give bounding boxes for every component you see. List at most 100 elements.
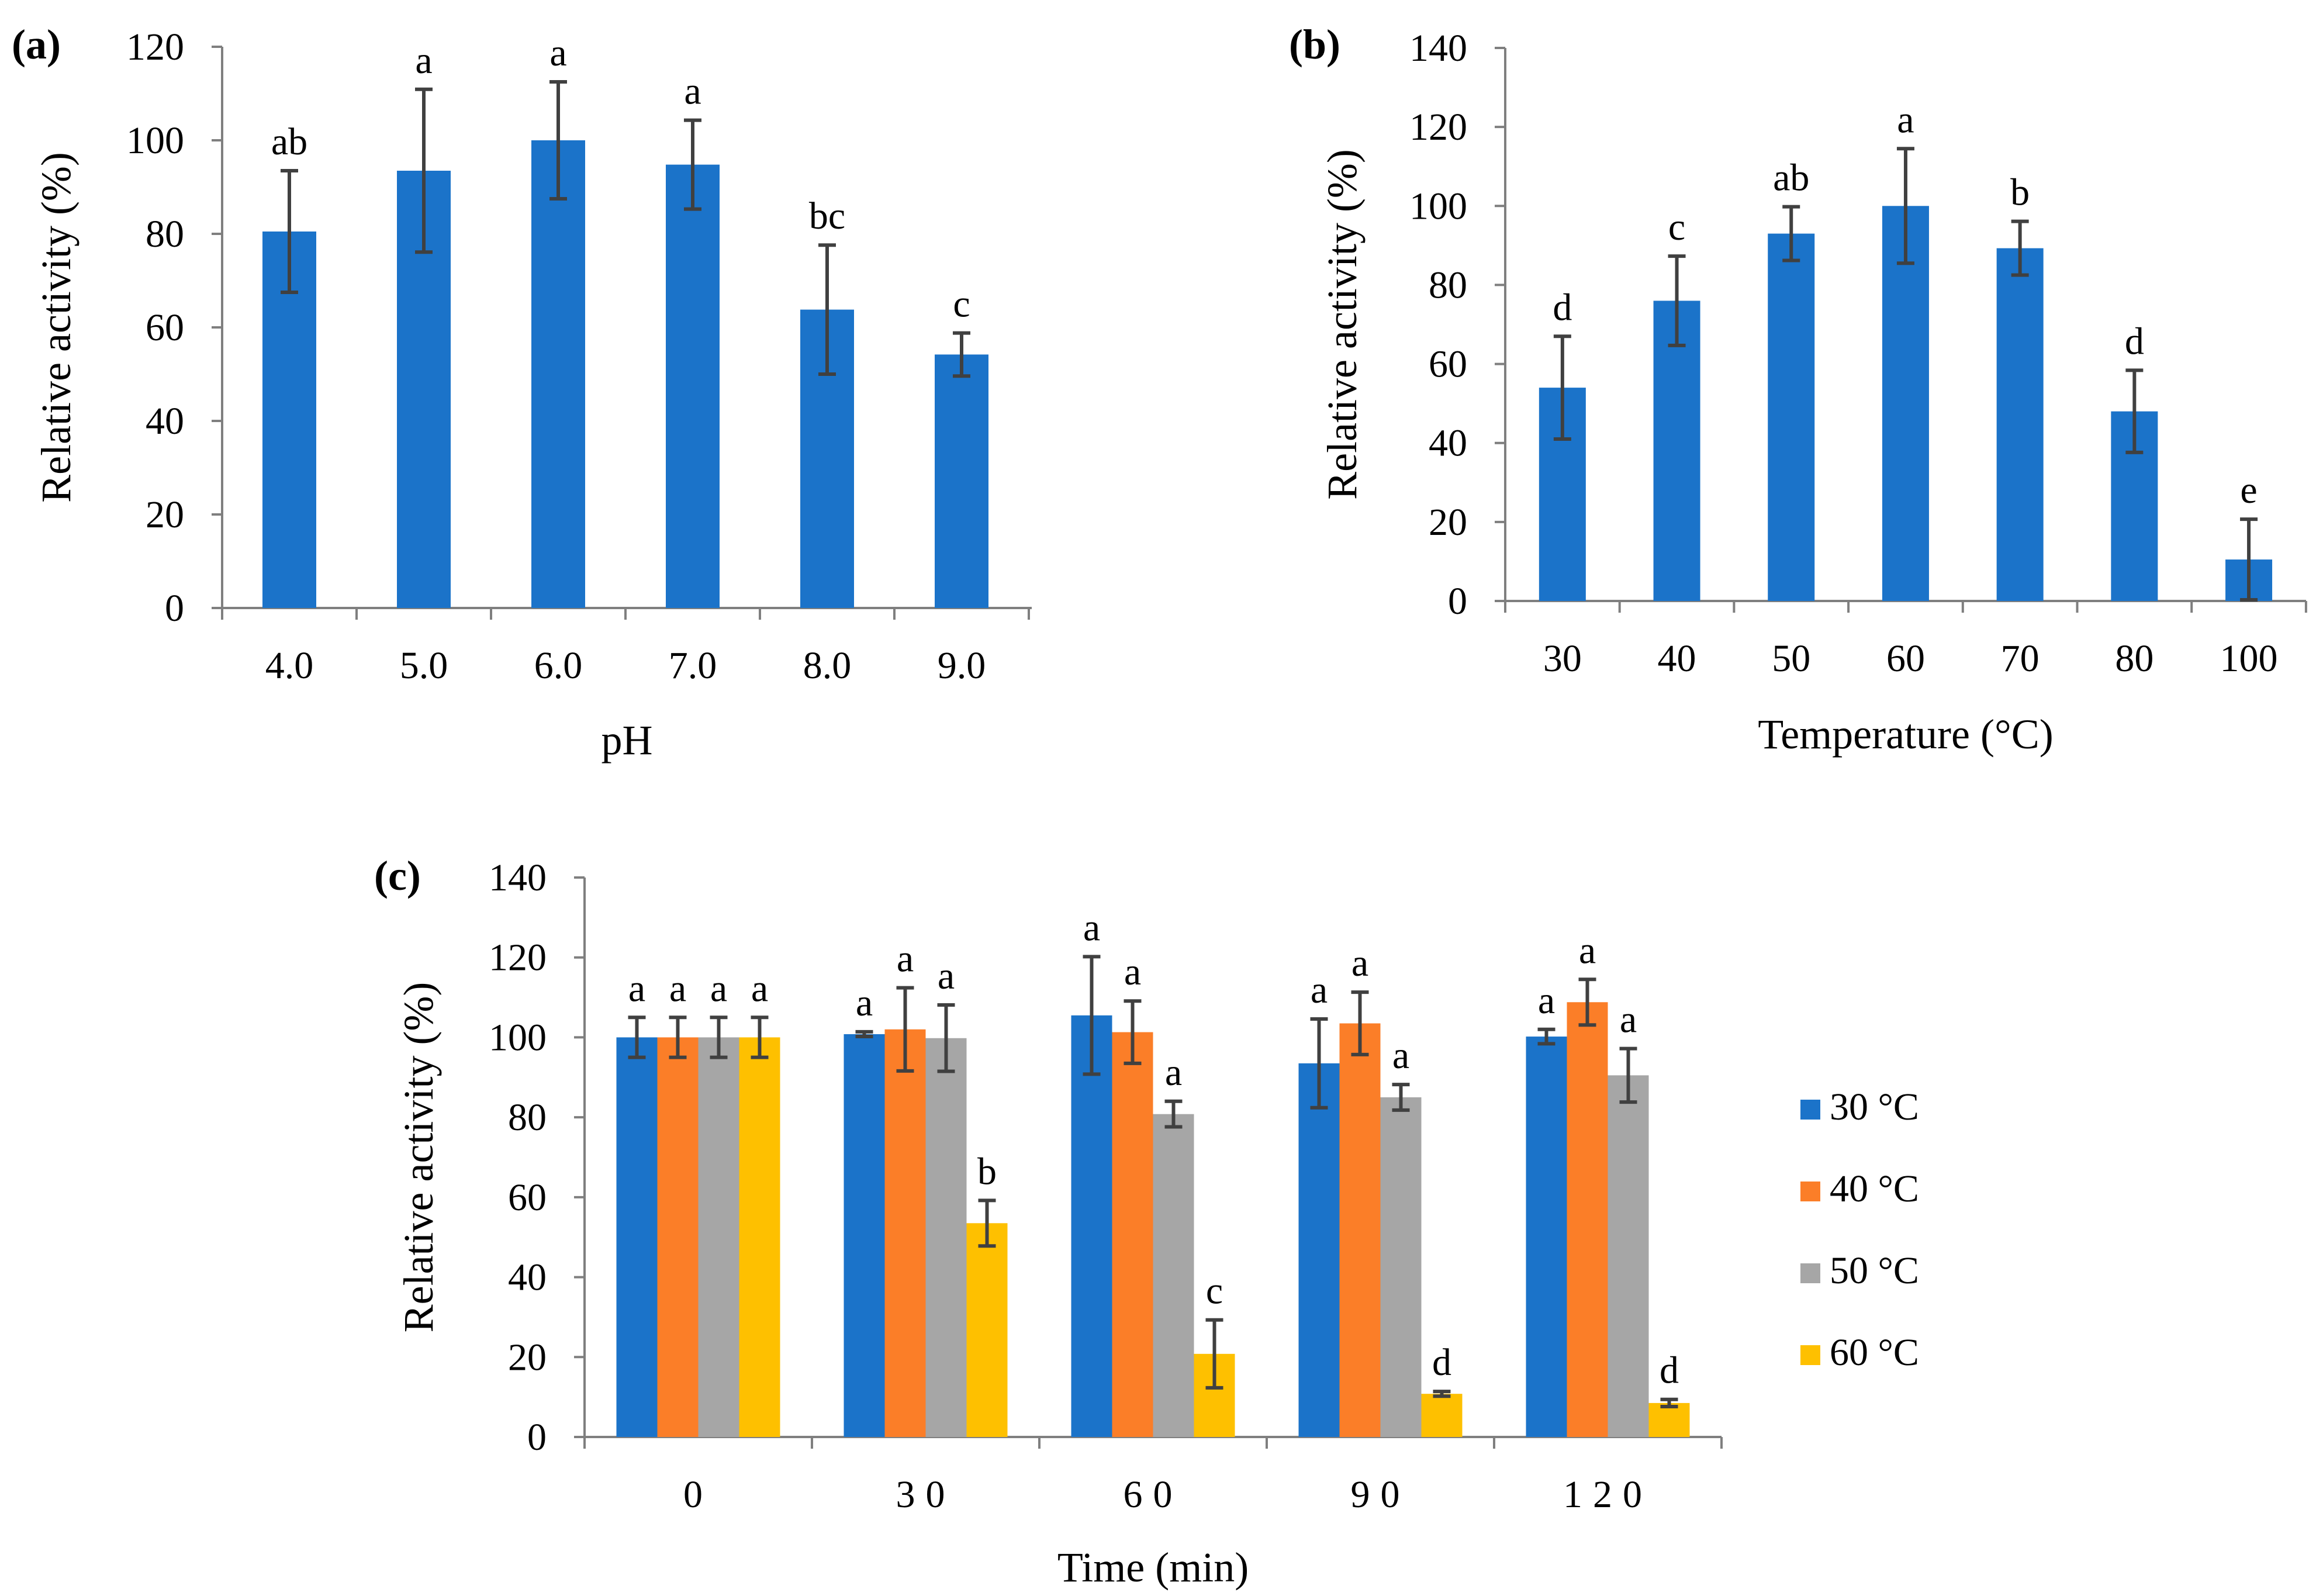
significance-letter: e xyxy=(2240,469,2257,512)
significance-letter: c xyxy=(1206,1270,1223,1312)
y-tick-label: 80 xyxy=(508,1096,547,1139)
significance-letter: a xyxy=(549,32,566,74)
x-tick-label: 80 xyxy=(2115,637,2153,680)
bar xyxy=(1298,1063,1340,1437)
bar xyxy=(1882,206,1929,601)
significance-letter: a xyxy=(751,967,768,1010)
bar xyxy=(844,1034,885,1437)
significance-letter: b xyxy=(977,1150,997,1193)
significance-letter: ab xyxy=(1773,157,1809,199)
significance-letter: a xyxy=(684,70,701,113)
bar xyxy=(1608,1075,1649,1437)
x-tick-label: 4.0 xyxy=(265,644,314,687)
bar xyxy=(1153,1114,1194,1437)
significance-letter: a xyxy=(669,967,686,1010)
x-tick-label: 90 xyxy=(1351,1473,1411,1516)
bar xyxy=(666,164,720,609)
legend-label: 50 °C xyxy=(1830,1249,1919,1292)
y-tick-label: 60 xyxy=(1429,343,1467,386)
significance-letter: a xyxy=(415,39,432,82)
y-tick-label: 60 xyxy=(508,1176,547,1219)
y-tick-label: 140 xyxy=(489,856,547,899)
y-tick-label: 100 xyxy=(126,119,184,162)
bar xyxy=(1112,1032,1153,1437)
significance-letter: a xyxy=(628,967,645,1010)
panel-label: (a) xyxy=(12,21,61,68)
significance-letter: b xyxy=(2010,171,2030,214)
significance-letter: a xyxy=(1897,98,1914,141)
y-axis-title: Relative activity (%) xyxy=(33,152,79,503)
bar xyxy=(1648,1402,1690,1437)
legend-label: 30 °C xyxy=(1830,1086,1919,1128)
x-tick-label: 120 xyxy=(1563,1473,1653,1516)
y-tick-label: 80 xyxy=(146,213,184,255)
legend-swatch xyxy=(1800,1263,1820,1283)
bar xyxy=(531,140,585,608)
y-tick-label: 0 xyxy=(1448,580,1467,623)
bar xyxy=(1996,248,2044,601)
significance-letter: a xyxy=(1620,999,1637,1041)
significance-letter: a xyxy=(1579,929,1596,972)
x-tick-label: 9.0 xyxy=(938,644,986,687)
y-tick-label: 0 xyxy=(527,1416,547,1459)
x-tick-label: 60 xyxy=(1886,637,1925,680)
y-tick-label: 20 xyxy=(508,1336,547,1379)
significance-letter: a xyxy=(1392,1034,1409,1077)
legend: 30 °C 40 °C 50 °C 60 °C xyxy=(1800,1086,1919,1374)
bar xyxy=(1071,1015,1112,1437)
bar xyxy=(1653,300,1700,601)
x-axis-title: Temperature (°C) xyxy=(1758,711,2054,758)
bar xyxy=(1526,1037,1567,1437)
y-tick-label: 20 xyxy=(146,493,184,536)
bar xyxy=(616,1037,658,1437)
bar xyxy=(1567,1002,1608,1437)
bar xyxy=(966,1223,1008,1437)
y-tick-label: 120 xyxy=(1409,106,1467,148)
bar xyxy=(698,1037,739,1437)
y-tick-label: 120 xyxy=(126,26,184,68)
significance-letter: a xyxy=(1083,906,1100,949)
significance-letter: a xyxy=(897,938,914,980)
y-tick-label: 100 xyxy=(489,1016,547,1059)
y-tick-label: 120 xyxy=(489,937,547,979)
bar xyxy=(262,232,316,608)
y-tick-label: 140 xyxy=(1409,27,1467,70)
x-tick-label: 70 xyxy=(2001,637,2040,680)
x-tick-label: 30 xyxy=(896,1473,956,1516)
legend-swatch xyxy=(1800,1100,1820,1120)
significance-letter: a xyxy=(1311,969,1328,1011)
chart-panel-1: (a) 0 20 40 60 80 100 120 4.0 5.0 6.0 7.0 8.0 9.0 ab a a… xyxy=(12,21,1032,764)
significance-letter: a xyxy=(938,955,955,997)
bar xyxy=(657,1037,699,1437)
significance-letter: a xyxy=(1351,942,1368,984)
x-tick-label: 60 xyxy=(1124,1473,1183,1516)
bar xyxy=(884,1029,926,1437)
x-tick-label: 6.0 xyxy=(534,644,583,687)
bar xyxy=(1768,233,1815,602)
x-tick-label: 5.0 xyxy=(400,644,448,687)
y-axis-title: Relative activity (%) xyxy=(1319,149,1366,500)
significance-letter: a xyxy=(710,967,727,1010)
bar xyxy=(739,1037,780,1437)
panel-label: (c) xyxy=(374,852,421,899)
x-tick-label: 50 xyxy=(1772,637,1810,680)
significance-letter: c xyxy=(953,283,970,326)
y-tick-label: 40 xyxy=(1429,422,1467,465)
significance-letter: d xyxy=(2125,320,2144,362)
significance-letter: a xyxy=(1538,979,1555,1022)
x-tick-label: 0 xyxy=(683,1473,713,1516)
y-tick-label: 0 xyxy=(165,587,184,630)
y-tick-label: 60 xyxy=(146,306,184,349)
y-tick-label: 40 xyxy=(146,400,184,443)
bar xyxy=(1380,1097,1422,1437)
x-tick-label: 100 xyxy=(2220,637,2278,680)
significance-letter: ab xyxy=(271,120,307,163)
y-tick-label: 20 xyxy=(1429,501,1467,544)
x-tick-label: 40 xyxy=(1658,637,1696,680)
significance-letter: a xyxy=(1165,1051,1182,1094)
bar xyxy=(1421,1394,1463,1437)
legend-swatch xyxy=(1800,1182,1820,1201)
legend-label: 60 °C xyxy=(1830,1331,1919,1374)
legend-swatch xyxy=(1800,1345,1820,1365)
significance-letter: d xyxy=(1660,1349,1679,1392)
